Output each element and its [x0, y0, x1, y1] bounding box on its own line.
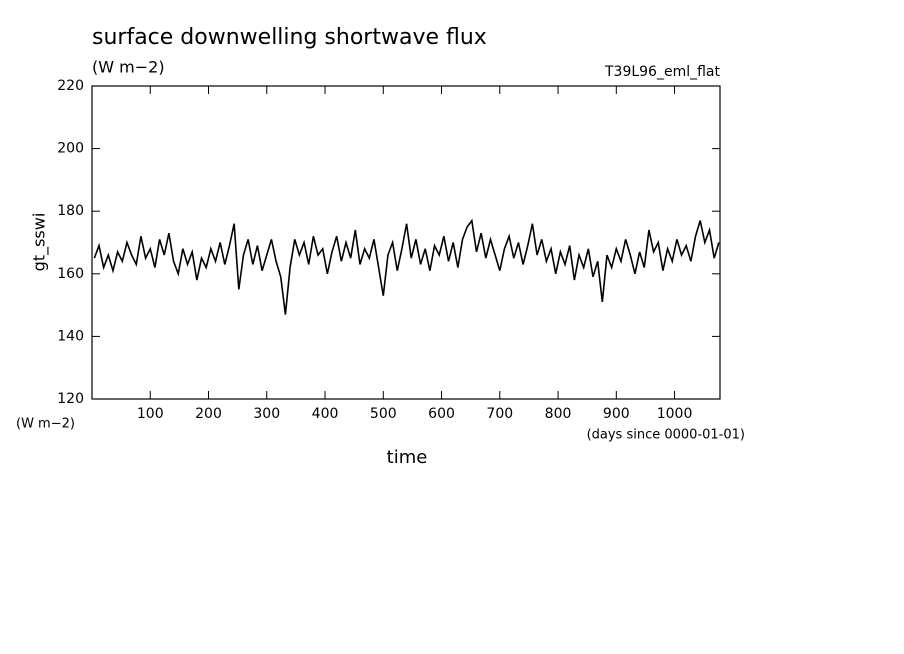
x-tick-label: 500: [370, 406, 397, 422]
x-tick-label: 100: [137, 406, 164, 422]
annotation: T39L96_eml_flat: [604, 64, 721, 80]
y-tick-label: 180: [57, 203, 84, 219]
x-axis-unit: (days since 0000-01-01): [587, 428, 745, 443]
y-axis-unit: (W m−2): [16, 417, 75, 432]
chart-title: surface downwelling shortwave flux: [92, 25, 487, 50]
y-tick-label: 220: [57, 78, 84, 94]
x-tick-label: 600: [428, 406, 455, 422]
x-axis-label: time: [387, 447, 428, 468]
chart-subtitle: (W m−2): [92, 58, 165, 77]
y-axis-label: gt_sswi: [30, 213, 50, 272]
data-line: [93, 218, 720, 315]
x-tick-label: 900: [603, 406, 630, 422]
x-tick-label: 700: [486, 406, 513, 422]
x-tick-label: 300: [253, 406, 280, 422]
y-tick-label: 140: [57, 328, 84, 344]
x-tick-label: 1000: [657, 406, 693, 422]
y-tick-label: 120: [57, 391, 84, 407]
x-tick-label: 400: [312, 406, 339, 422]
x-tick-label: 200: [195, 406, 222, 422]
y-tick-label: 160: [57, 266, 84, 282]
x-tick-label: 800: [545, 406, 572, 422]
y-tick-label: 200: [57, 141, 84, 157]
plot-frame: [91, 85, 721, 400]
